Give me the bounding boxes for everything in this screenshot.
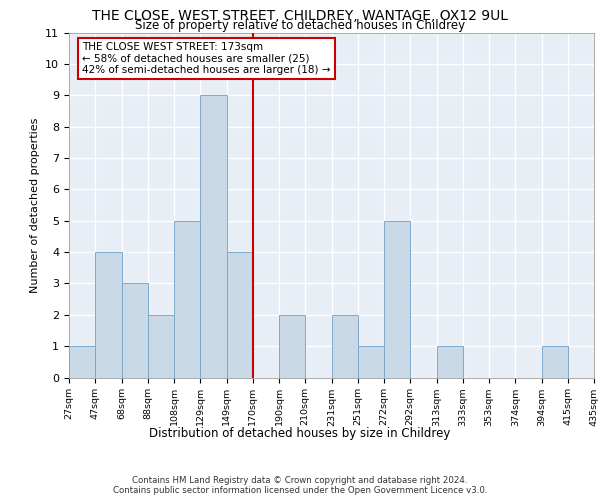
Bar bbox=[384, 220, 410, 378]
Bar bbox=[437, 346, 463, 378]
Text: Size of property relative to detached houses in Childrey: Size of property relative to detached ho… bbox=[135, 19, 465, 32]
Bar bbox=[279, 315, 305, 378]
Text: THE CLOSE WEST STREET: 173sqm
← 58% of detached houses are smaller (25)
42% of s: THE CLOSE WEST STREET: 173sqm ← 58% of d… bbox=[82, 42, 331, 75]
Text: THE CLOSE, WEST STREET, CHILDREY, WANTAGE, OX12 9UL: THE CLOSE, WEST STREET, CHILDREY, WANTAG… bbox=[92, 9, 508, 23]
Bar bbox=[227, 252, 253, 378]
Text: Distribution of detached houses by size in Childrey: Distribution of detached houses by size … bbox=[149, 428, 451, 440]
Bar bbox=[174, 220, 200, 378]
Bar bbox=[542, 346, 568, 378]
Bar bbox=[121, 284, 148, 378]
Bar bbox=[148, 315, 174, 378]
Bar bbox=[358, 346, 384, 378]
Bar bbox=[200, 95, 227, 378]
Y-axis label: Number of detached properties: Number of detached properties bbox=[30, 118, 40, 292]
Text: Contains HM Land Registry data © Crown copyright and database right 2024.
Contai: Contains HM Land Registry data © Crown c… bbox=[113, 476, 487, 495]
Bar bbox=[69, 346, 95, 378]
Bar bbox=[331, 315, 358, 378]
Bar bbox=[95, 252, 121, 378]
